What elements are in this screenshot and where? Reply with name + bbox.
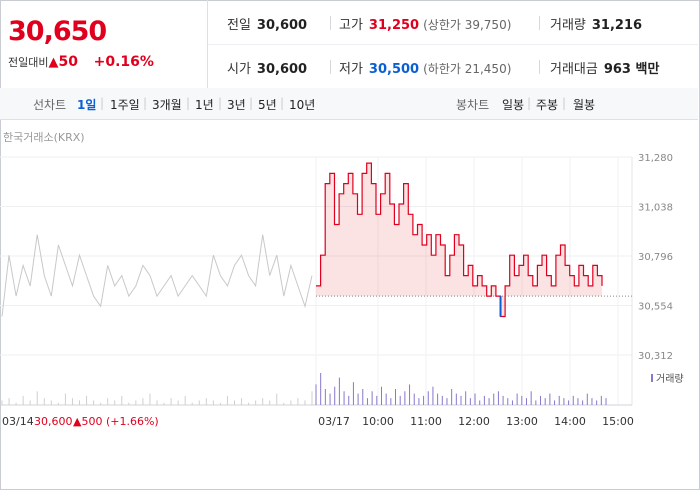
y-tick-label: 31,280 — [638, 153, 673, 164]
open-price: 시가 30,600 — [227, 62, 308, 77]
line-chart-label: 선차트 — [33, 98, 67, 112]
change-value: 50 — [58, 54, 78, 70]
y-tick-label: 30,312 — [638, 351, 673, 362]
y-tick-label: 30,796 — [638, 252, 673, 263]
x-tick-label: 13:00 — [506, 415, 538, 428]
volume: 거래량 31,216 — [550, 18, 643, 33]
tab-1year[interactable]: 1년 — [195, 98, 214, 112]
prev-day-line — [1, 234, 313, 317]
change-label: 전일대비 — [8, 56, 49, 69]
tab-10year[interactable]: 10년 — [289, 98, 316, 112]
x-tick-label: 15:00 — [602, 415, 634, 428]
y-tick-label: 30,554 — [638, 302, 673, 313]
tab-1week[interactable]: 1주일 — [110, 98, 140, 112]
up-arrow-icon: ▲ — [48, 55, 59, 70]
tab-monthly-candle[interactable]: 월봉 — [573, 98, 596, 112]
x-tick-label: 10:00 — [362, 415, 394, 428]
prev-day-date: 03/14 — [2, 415, 34, 428]
tab-daily-candle[interactable]: 일봉 — [502, 98, 525, 112]
tab-1day[interactable]: 1일 — [77, 98, 97, 112]
x-tick-label: 03/17 — [318, 415, 350, 428]
tab-3year[interactable]: 3년 — [227, 98, 246, 112]
day-high: 고가 31,250 (상한가 39,750) — [339, 18, 512, 33]
tab-5year[interactable]: 5년 — [258, 98, 277, 112]
period-selector: 선차트 1일 | 1주일 | 3개월 | 1년 | 3년 | 5년 | 10년 … — [0, 88, 698, 120]
y-tick-label: 31,038 — [638, 203, 673, 214]
x-tick-label: 11:00 — [410, 415, 442, 428]
volume-legend: 거래량 — [656, 373, 684, 385]
current-price: 30,650 — [8, 16, 107, 47]
x-tick-label: 14:00 — [554, 415, 586, 428]
volume-legend-swatch — [651, 374, 653, 382]
candle-chart-label: 봉차트 — [456, 98, 490, 112]
price-line — [316, 162, 603, 318]
price-change: 전일대비▲50 +0.16% — [8, 54, 154, 70]
prev-day-change: ▲500 (+1.66%) — [73, 415, 159, 428]
day-low: 저가 30,500 (하한가 21,450) — [339, 62, 512, 77]
change-percent: +0.16% — [93, 54, 154, 70]
prev-close: 전일 30,600 — [227, 18, 308, 33]
x-tick-label: 12:00 — [458, 415, 490, 428]
prev-day-close: 30,600 — [34, 415, 73, 428]
tab-weekly-candle[interactable]: 주봉 — [536, 98, 559, 112]
quote-header: 30,650 전일대비▲50 +0.16% 전일 30,600 고가 31,250(… — [0, 0, 698, 89]
trade-amount: 거래대금 963 백만 — [550, 62, 660, 77]
source-label: 한국거래소(KRX) — [3, 131, 85, 144]
price-box: 30,650 전일대비▲50 +0.16% — [0, 0, 208, 88]
tab-3month[interactable]: 3개월 — [152, 98, 182, 112]
